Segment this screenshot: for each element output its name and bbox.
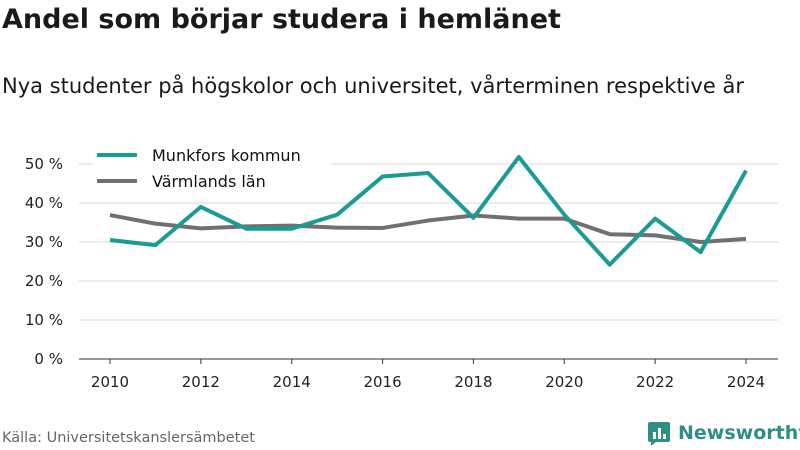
- legend-label: Värmlands län: [152, 172, 266, 191]
- x-tick-label: 2010: [91, 373, 129, 391]
- brand-name: Newsworthy: [678, 422, 800, 444]
- chart-title: Andel som börjar studera i hemlänet: [2, 4, 561, 35]
- legend-background: [92, 143, 332, 195]
- bar-chart-logo-icon: [648, 422, 670, 446]
- x-tick-label: 2012: [182, 373, 220, 391]
- legend-label: Munkfors kommun: [152, 146, 301, 165]
- chart-subtitle: Nya studenter på högskolor och universit…: [2, 74, 744, 98]
- y-tick-label: 40 %: [25, 194, 63, 212]
- series-lines: [109, 154, 748, 267]
- line-chart: 0 % 10 % 20 % 30 % 40 % 50 % 2010 2012 2014 2016…: [24, 143, 778, 391]
- source-note: Källa: Universitetskanslersämbetet: [2, 430, 255, 446]
- y-tick-label: 30 %: [25, 233, 63, 251]
- y-tick-label: 50 %: [25, 155, 63, 173]
- y-axis-ticks: 0 % 10 % 20 % 30 % 40 % 50 %: [25, 155, 63, 368]
- x-axis: 2010 2012 2014 2016 2018 2020 2022 2024: [79, 358, 778, 391]
- y-tick-label: 0 %: [34, 350, 63, 368]
- x-tick-label: 2024: [727, 373, 765, 391]
- x-tick-label: 2020: [545, 373, 583, 391]
- legend: Munkfors kommun Värmlands län: [92, 143, 332, 195]
- x-tick-label: 2016: [363, 373, 401, 391]
- brand: Newsworthy: [646, 420, 800, 446]
- series-line: [109, 213, 747, 244]
- series-line: [109, 154, 748, 267]
- y-tick-label: 10 %: [25, 311, 63, 329]
- x-tick-label: 2022: [636, 373, 674, 391]
- x-tick-label: 2014: [273, 373, 311, 391]
- x-tick-label: 2018: [454, 373, 492, 391]
- y-tick-label: 20 %: [25, 272, 63, 290]
